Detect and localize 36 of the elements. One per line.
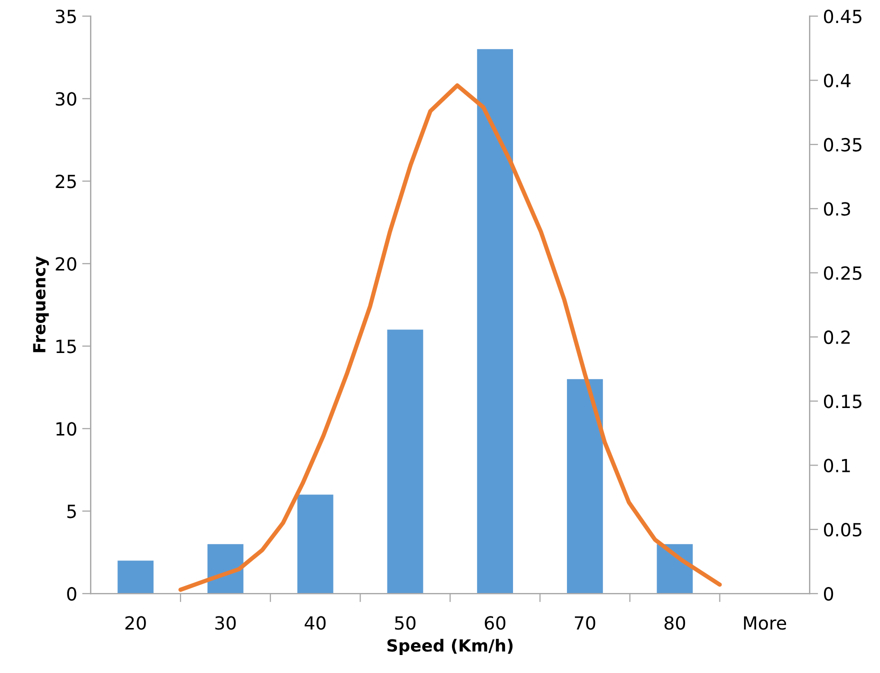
- y2-tick-label: 0.45: [824, 10, 862, 24]
- y2-tick-label: 0.35: [824, 138, 862, 152]
- y2-tick-label: 0.4: [824, 74, 850, 88]
- y-tick-label: 20: [56, 257, 76, 271]
- bar: [297, 494, 334, 594]
- bar: [656, 544, 693, 594]
- y-tick-label: 15: [56, 340, 76, 354]
- line-series: [178, 83, 722, 592]
- x-tick-label: More: [744, 616, 786, 630]
- bar: [207, 544, 244, 594]
- bar: [566, 379, 603, 594]
- x-axis-title: Speed (Km/h): [387, 638, 513, 655]
- bar: [477, 49, 514, 594]
- y-tick-label: 5: [67, 504, 76, 518]
- x-tick-label: 30: [215, 616, 236, 630]
- x-tick-label: 70: [574, 616, 596, 630]
- y2-tick-label: 0.3: [824, 202, 850, 216]
- y-tick-label: 30: [56, 92, 76, 106]
- x-tick-label: 60: [484, 616, 506, 630]
- y-axis-title: Frequency: [33, 256, 49, 352]
- x-tick-label: 50: [395, 616, 416, 630]
- x-tick-label: 80: [664, 616, 686, 630]
- y2-tick-label: 0: [824, 587, 834, 601]
- y2-tick-label: 0.2: [824, 330, 850, 344]
- y2-tick-label: 0.25: [824, 266, 862, 280]
- y-tick-label: 10: [56, 422, 76, 436]
- y2-tick-label: 0.15: [824, 394, 862, 408]
- bar: [387, 330, 424, 594]
- x-tick-label: 20: [125, 616, 146, 630]
- y2-tick-label: 0.1: [824, 458, 850, 472]
- y-tick-label: 0: [67, 587, 76, 601]
- y2-tick-label: 0.05: [824, 522, 862, 537]
- bar: [118, 560, 154, 594]
- x-tick-label: 40: [304, 616, 326, 630]
- y-tick-label: 25: [56, 174, 76, 188]
- y-tick-label: 35: [56, 10, 76, 24]
